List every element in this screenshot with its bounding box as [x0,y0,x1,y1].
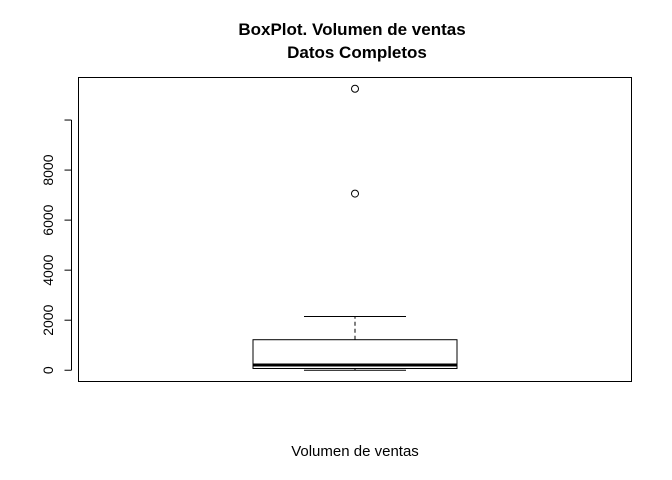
y-tick-label: 8000 [40,154,56,185]
plot-frame [78,77,632,382]
outlier-point [351,189,359,198]
y-tick-label: 2000 [40,304,56,335]
box-plot [252,84,458,371]
y-tick-label: 6000 [40,204,56,235]
outlier-point [351,84,359,93]
chart-subtitle: Datos Completos [287,43,427,62]
chart-title: BoxPlot. Volumen de ventas [238,20,465,39]
x-axis-label: Volumen de ventas [291,443,419,460]
y-tick-label: 4000 [40,254,56,285]
y-axis: 0 2000 4000 6000 8000 [40,119,72,374]
y-tick-label: 0 [40,366,56,374]
